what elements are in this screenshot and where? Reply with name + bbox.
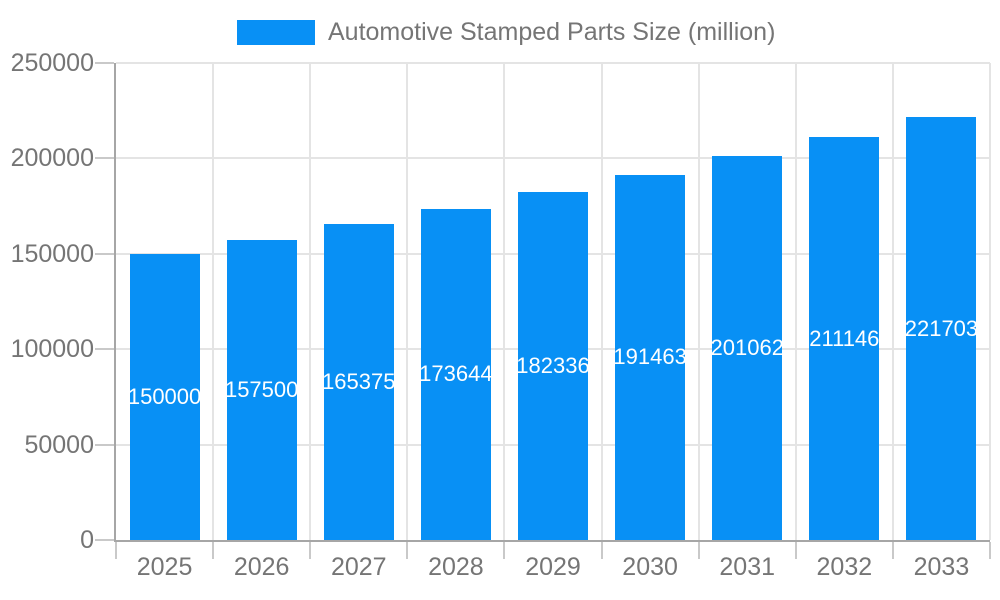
x-tick-label: 2033 <box>913 553 970 581</box>
x-tick-label: 2028 <box>428 553 484 581</box>
bar-2029[interactable]: 182336 <box>518 192 588 540</box>
legend-label: Automotive Stamped Parts Size (million) <box>328 18 776 46</box>
y-tick-label: 200000 <box>10 144 94 173</box>
y-axis-tick <box>95 62 114 64</box>
vertical-gridline <box>989 63 991 540</box>
vertical-gridline <box>406 63 409 540</box>
bar-2033[interactable]: 221703 <box>906 117 977 540</box>
x-axis-tick <box>989 542 991 559</box>
x-axis-tick <box>309 542 312 559</box>
vertical-gridline <box>697 63 700 540</box>
x-axis-tick <box>406 542 409 559</box>
y-axis-tick <box>95 348 114 351</box>
bar-value-label: 150000 <box>129 383 200 409</box>
x-axis-tick <box>697 542 700 559</box>
vertical-gridline <box>600 63 603 540</box>
x-axis-line <box>114 540 990 542</box>
y-axis-tick <box>95 252 114 255</box>
bar-value-label: 173644 <box>420 361 491 387</box>
horizontal-gridline <box>116 157 990 160</box>
x-axis-tick <box>794 542 797 559</box>
bar-2025[interactable]: 150000 <box>129 253 200 540</box>
vertical-gridline <box>503 63 506 540</box>
bar-value-label: 191463 <box>615 344 686 370</box>
bar-2031[interactable]: 201062 <box>712 156 783 540</box>
vertical-gridline <box>794 63 797 540</box>
x-tick-label: 2032 <box>816 553 873 581</box>
bar-value-label: 221703 <box>906 315 977 341</box>
y-tick-label: 250000 <box>10 49 94 77</box>
x-axis-tick <box>891 542 894 559</box>
bar-2028[interactable]: 173644 <box>420 208 491 540</box>
bar-value-label: 182336 <box>518 353 588 379</box>
bar-2030[interactable]: 191463 <box>615 174 686 540</box>
legend-swatch-icon <box>237 19 315 45</box>
y-axis-line <box>114 63 116 542</box>
y-axis-tick <box>95 157 114 160</box>
vertical-gridline <box>212 63 215 540</box>
x-tick-label: 2027 <box>330 553 387 581</box>
y-tick-label: 100000 <box>10 335 94 364</box>
bar-2026[interactable]: 157500 <box>226 239 297 540</box>
vertical-gridline <box>309 63 312 540</box>
y-tick-label: 150000 <box>10 239 94 268</box>
bar-value-label: 157500 <box>226 376 297 402</box>
vertical-gridline <box>891 63 894 540</box>
y-axis-tick <box>95 539 114 541</box>
y-axis-tick <box>95 443 114 446</box>
x-tick-label: 2025 <box>136 553 193 581</box>
bar-2032[interactable]: 211146 <box>809 137 880 540</box>
x-tick-label: 2030 <box>622 553 678 581</box>
x-axis-tick <box>115 542 117 559</box>
y-tick-label: 50000 <box>24 430 94 459</box>
legend-item[interactable]: Automotive Stamped Parts Size (million) <box>237 16 775 48</box>
bar-value-label: 201062 <box>712 335 783 361</box>
x-tick-label: 2026 <box>233 553 290 581</box>
bar-2027[interactable]: 165375 <box>323 224 394 540</box>
x-axis-tick <box>600 542 603 559</box>
y-tick-label: 0 <box>80 526 94 554</box>
x-tick-label: 2031 <box>719 553 776 581</box>
horizontal-gridline <box>116 62 990 64</box>
bar-value-label: 165375 <box>323 369 394 395</box>
x-axis-tick <box>212 542 215 559</box>
x-axis-tick <box>503 542 506 559</box>
plot-area: 150000 157500 165375 173644 182336 191463 2010… <box>95 62 991 559</box>
bar-value-label: 211146 <box>809 325 880 351</box>
x-tick-label: 2029 <box>525 553 581 581</box>
